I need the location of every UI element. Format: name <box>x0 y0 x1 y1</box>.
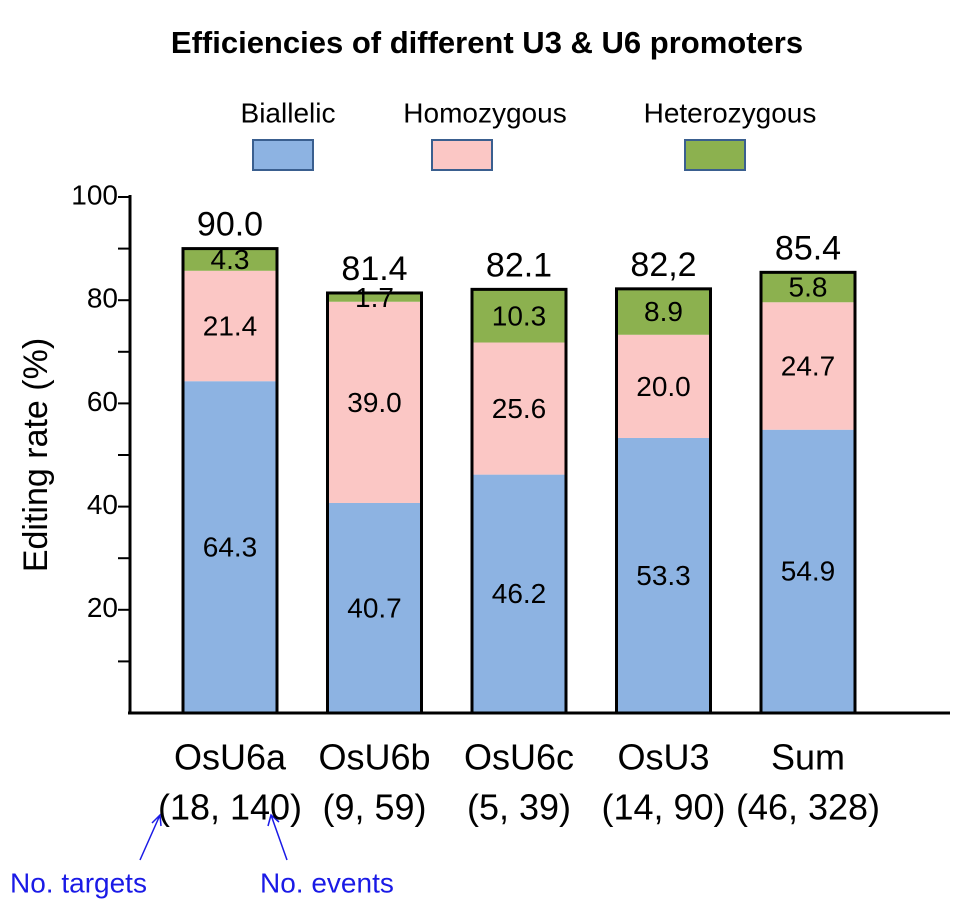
value-label: 10.3 <box>492 300 547 331</box>
annotation-arrows <box>139 813 288 861</box>
bar-segment <box>183 248 277 271</box>
bar-segment <box>472 342 566 475</box>
bar-segment <box>472 474 566 713</box>
x-tick-label: Sum <box>771 737 845 778</box>
bar-outline <box>326 291 423 715</box>
bar-segment <box>616 437 711 713</box>
total-label: 82.1 <box>486 246 552 284</box>
value-label: 46.2 <box>492 578 547 609</box>
x-tick-label: OsU6c <box>464 737 574 778</box>
x-tick-sublabel: (14, 90) <box>601 787 725 828</box>
bar-segment <box>327 301 422 503</box>
value-label: 53.3 <box>636 560 691 591</box>
total-label: 82,2 <box>630 246 696 284</box>
value-label: 5.8 <box>789 272 828 303</box>
bar-outline <box>615 287 712 715</box>
y-tick-label: 40 <box>87 489 118 520</box>
legend-label: Heterozygous <box>644 97 817 128</box>
value-label: 1.7 <box>355 282 394 313</box>
bar-segment <box>183 381 277 713</box>
y-tick-label: 20 <box>87 592 118 623</box>
bar-outline <box>470 287 568 715</box>
value-label: 54.9 <box>781 556 836 587</box>
bar-segment <box>327 502 422 713</box>
bar-segment <box>616 334 711 438</box>
total-label: 81.4 <box>341 250 407 288</box>
total-label: 85.4 <box>775 229 841 267</box>
bar-segment <box>327 292 422 302</box>
x-tick-sublabel: (46, 328) <box>736 787 880 828</box>
bar-segment <box>761 302 855 430</box>
value-label: 39.0 <box>347 387 402 418</box>
y-tick-label: 80 <box>87 283 118 314</box>
bar-segment <box>616 288 711 335</box>
bar-outline <box>759 270 857 715</box>
y-axis-label: Editing rate (%) <box>17 338 55 572</box>
annotation: No. events <box>260 867 394 898</box>
x-tick-sublabel: (18, 140) <box>158 787 302 828</box>
value-label: 20.0 <box>636 371 691 402</box>
x-tick-sublabel: (5, 39) <box>467 787 571 828</box>
legend-swatch <box>252 139 314 171</box>
y-tick-label: 60 <box>87 386 118 417</box>
chart-title: Efficiencies of different U3 & U6 promot… <box>171 25 803 60</box>
bar-segment <box>761 272 855 303</box>
value-label: 8.9 <box>644 296 683 327</box>
legend-label: Homozygous <box>403 97 566 128</box>
value-label: 24.7 <box>781 350 836 381</box>
x-tick-label: OsU6b <box>318 737 430 778</box>
legend-swatch <box>431 139 493 171</box>
x-tick-label: OsU3 <box>617 737 709 778</box>
total-label: 90.0 <box>197 206 263 244</box>
bar-segment <box>472 289 566 343</box>
bar-segment <box>183 270 277 382</box>
y-tick-label: 100 <box>71 179 118 210</box>
value-label: 25.6 <box>492 393 547 424</box>
value-label: 40.7 <box>347 592 402 623</box>
x-tick-sublabel: (9, 59) <box>322 787 426 828</box>
legend-swatch <box>684 139 746 171</box>
bar-segment <box>761 429 855 713</box>
bar-outline <box>181 247 279 715</box>
annotation: No. targets <box>10 867 147 898</box>
value-label: 64.3 <box>203 531 258 562</box>
x-tick-label: OsU6a <box>174 737 287 778</box>
value-label: 21.4 <box>203 310 258 341</box>
legend-label: Biallelic <box>241 97 336 128</box>
